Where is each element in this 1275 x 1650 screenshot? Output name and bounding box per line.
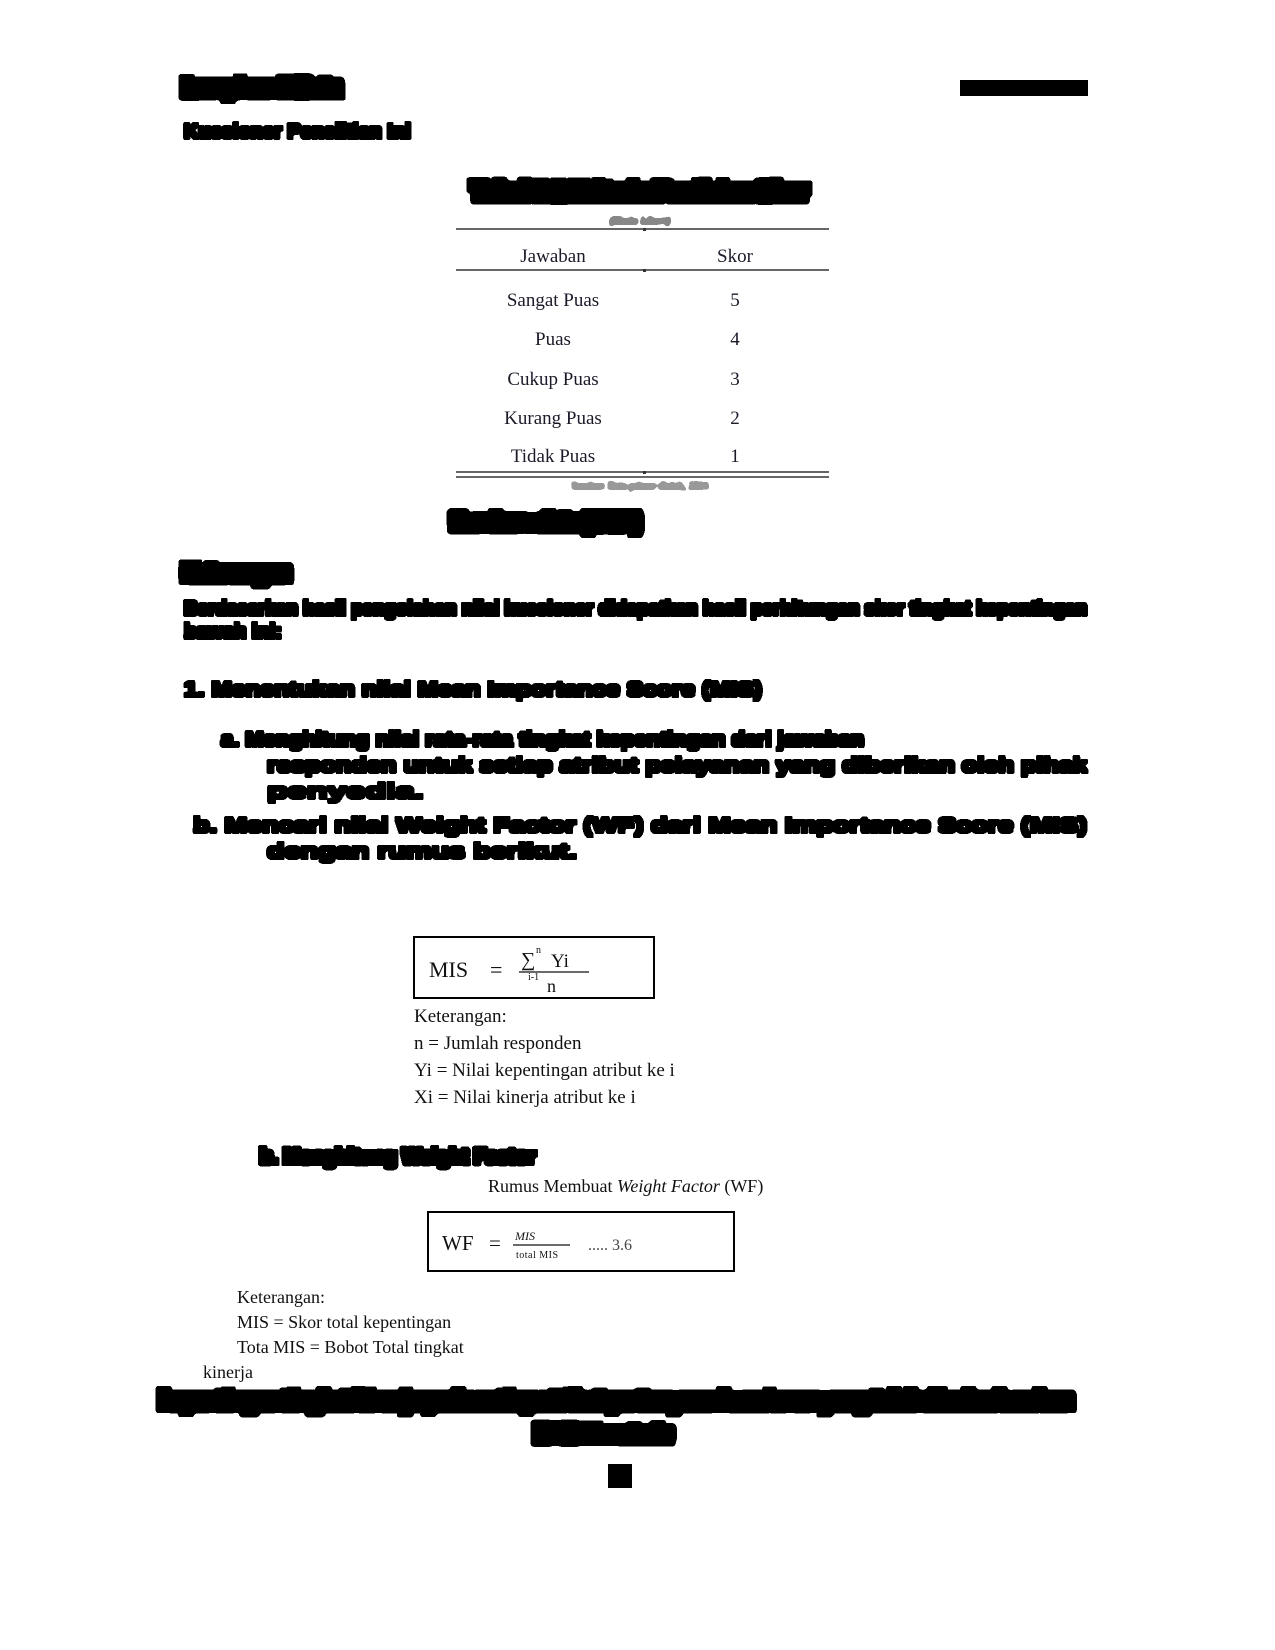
svg-text:total MIS: total MIS	[516, 1250, 559, 1261]
svg-text:Puas: Puas	[535, 329, 571, 350]
svg-text:Lampiran 3 Data: Lampiran 3 Data	[184, 77, 340, 99]
svg-text:b. Mencari nilai Weight Factor: b. Mencari nilai Weight Factor (WF) dari…	[193, 815, 1087, 837]
svg-text:Cukup Puas: Cukup Puas	[507, 369, 598, 390]
svg-text:n: n	[547, 976, 556, 996]
svg-text:Tidak Puas: Tidak Puas	[511, 446, 595, 467]
svg-text:∑: ∑	[521, 949, 535, 971]
svg-text:Keterangan: Keterangan	[184, 563, 289, 584]
svg-text:BAB III metode: BAB III metode	[536, 1424, 671, 1445]
svg-text:Xi = Nilai kinerja atribut ke: Xi = Nilai kinerja atribut ke i	[414, 1087, 636, 1108]
svg-text:Berdasarkan hasil pengolahan n: Berdasarkan hasil pengolahan nilai kuesi…	[184, 598, 1087, 620]
svg-text:Skor: Skor	[717, 246, 754, 267]
svg-text:Jawaban: Jawaban	[520, 246, 586, 267]
svg-text:2: 2	[730, 408, 740, 429]
svg-text:Yi = Nilai kepentingan atribu: Yi = Nilai kepentingan atribut ke i	[414, 1060, 675, 1081]
svg-text:a. Menghitung nilai rata-rata: a. Menghitung nilai rata-rata tingkat ke…	[221, 729, 864, 751]
svg-text:MIS: MIS	[514, 1229, 535, 1243]
svg-text:Sumber : data (2024): Sumber : data (2024)	[452, 512, 639, 533]
svg-text:Rumus Membuat Weight Factor (W: Rumus Membuat Weight Factor (WF)	[488, 1176, 763, 1197]
svg-text:Keterangan:: Keterangan:	[237, 1287, 325, 1307]
svg-text:responden untuk setiap atribut: responden untuk setiap atribut pelayanan…	[267, 755, 1088, 777]
svg-text:i-1: i-1	[528, 972, 539, 983]
svg-text:Sumber: Data primer diolah, 20: Sumber: Data primer diolah, 2024	[572, 481, 709, 492]
svg-text:dengan rumus berikut.: dengan rumus berikut.	[267, 841, 577, 863]
svg-text:MIS = Skor total kepent: MIS = Skor total kepentingan	[237, 1312, 451, 1332]
svg-text:WF: WF	[442, 1231, 474, 1255]
svg-text:penyedia.: penyedia.	[267, 781, 424, 803]
svg-text:Keterangan:: Keterangan:	[414, 1006, 507, 1027]
svg-text:Kuesioner Penelitian Ini: Kuesioner Penelitian Ini	[184, 121, 411, 143]
svg-text:Kurang Puas: Kurang Puas	[504, 408, 602, 429]
svg-text:Sangat Puas: Sangat Puas	[507, 290, 599, 311]
svg-text:b. Menghitung Weight Factor: b. Menghitung Weight Factor	[260, 1146, 535, 1168]
svg-text:n: n	[536, 945, 541, 956]
svg-text:3: 3	[730, 369, 740, 390]
svg-text:MIS: MIS	[429, 957, 468, 982]
svg-text:..... 3.6: ..... 3.6	[588, 1237, 632, 1254]
svg-text:kinerja: kinerja	[203, 1362, 253, 1382]
svg-text:1: 1	[730, 446, 740, 467]
svg-text:=: =	[490, 957, 502, 982]
svg-text:Tota MIS = Bobot Total ti: Tota MIS = Bobot Total tingkat	[237, 1337, 464, 1357]
svg-text:=: =	[489, 1231, 501, 1255]
svg-text:4: 4	[730, 329, 740, 350]
svg-text:Yi: Yi	[551, 951, 569, 972]
svg-text:1. Menentukan nilai Mean Impor: 1. Menentukan nilai Mean Importance Scor…	[184, 679, 762, 701]
svg-text:Tabel 3.1 Kriteria Penilaian S: Tabel 3.1 Kriteria Penilaian Skor	[472, 181, 807, 203]
svg-text:(Skala Likert): (Skala Likert)	[610, 215, 671, 227]
svg-text:5: 5	[730, 290, 740, 311]
svg-text:n = Jumlah responden: n = Jumlah responden	[414, 1033, 582, 1054]
svg-text:kepentingan tingkat kinerja pa: kepentingan tingkat kinerja pada setiap …	[161, 1390, 1071, 1412]
svg-text:bawah ini:: bawah ini:	[184, 621, 282, 643]
